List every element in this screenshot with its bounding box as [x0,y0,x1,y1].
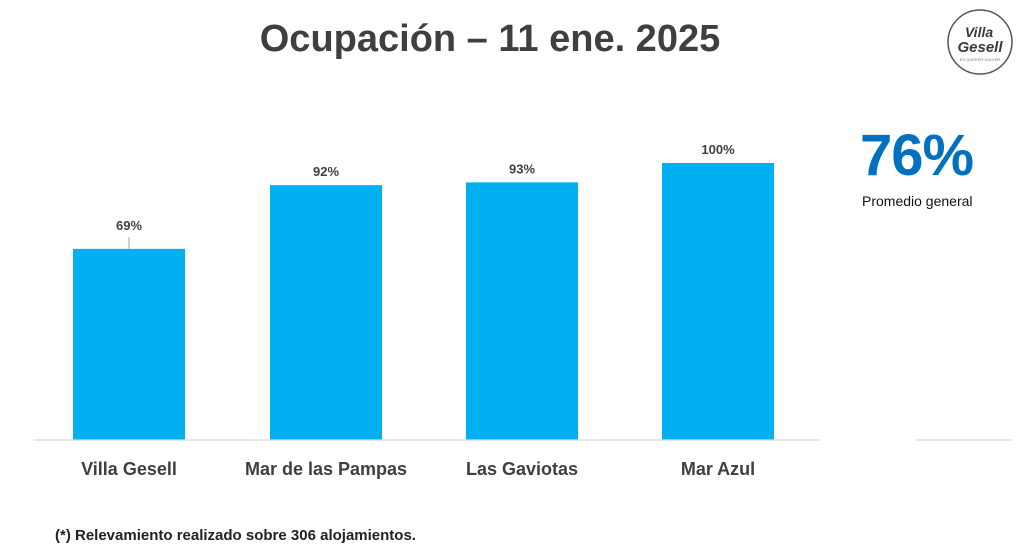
value-labels-group: 69% 92% 93% 100% [116,142,735,249]
logo-tagline: ES QUERER VOLVER [960,57,1001,62]
bar-las-gaviotas [466,182,578,440]
logo-line1: Villa [965,24,993,40]
category-labels-group: Villa Gesell Mar de las Pampas Las Gaviota… [81,459,755,479]
logo-line2: Gesell [957,39,1003,56]
villa-gesell-logo: Villa Gesell ES QUERER VOLVER [946,8,1014,76]
bar-mar-de-las-pampas [270,185,382,440]
page-title: Ocupación – 11 ene. 2025 [259,18,721,60]
category-label-las-gaviotas: Las Gaviotas [466,459,578,479]
category-label-mar-de-las-pampas: Mar de las Pampas [245,459,407,479]
category-label-mar-azul: Mar Azul [681,459,755,479]
data-label-las-gaviotas: 93% [509,161,535,176]
data-label-mar-de-las-pampas: 92% [313,164,339,179]
bar-villa-gesell [73,248,185,440]
data-label-villa-gesell: 69% [116,218,142,233]
data-label-mar-azul: 100% [701,142,735,157]
category-label-villa-gesell: Villa Gesell [81,459,177,479]
bar-mar-azul [662,163,774,440]
bars-group [73,163,774,440]
average-occupancy-label: Promedio general [862,193,973,209]
average-occupancy-value: 76% [860,123,974,188]
footnote: (*) Relevamiento realizado sobre 306 alo… [55,527,416,544]
